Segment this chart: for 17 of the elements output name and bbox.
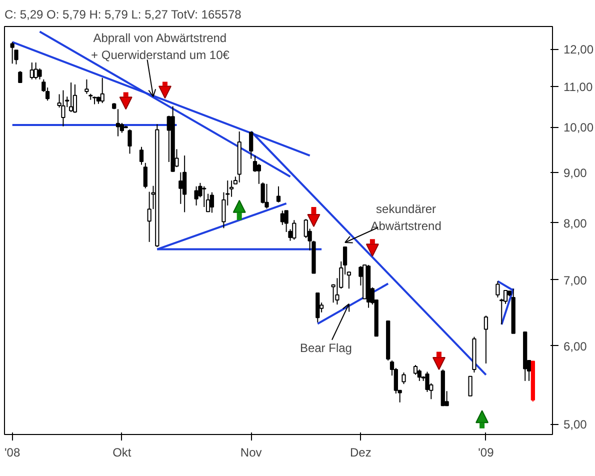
annotation: Abprall von Abwärtstrend + Querwiderstand um 10€ [91,31,230,62]
y-tick-label: 5,00 [564,418,588,432]
chart-title: C: 5,29 O: 5,79 H: 5,79 L: 5,27 TotV: 165578 [4,8,242,22]
x-tick-label: Okt [112,446,132,460]
annotation: Bear Flag [300,340,352,355]
y-tick-label: 8,00 [564,216,588,230]
y-tick-label: 7,00 [564,273,588,288]
y-tick-label: 10,00 [564,120,594,135]
x-tick-label: Nov [240,446,262,460]
annotation: sekundärer Abwärtstrend [370,202,442,233]
x-tick-label: '08 [4,446,20,460]
x-tick-label: Dez [350,446,372,460]
y-tick-label: 12,00 [564,42,594,57]
y-tick-label: 9,00 [564,166,588,180]
x-tick-label: '09 [478,446,494,460]
y-tick-label: 6,00 [564,340,588,354]
y-tick-label: 11,00 [564,80,593,94]
